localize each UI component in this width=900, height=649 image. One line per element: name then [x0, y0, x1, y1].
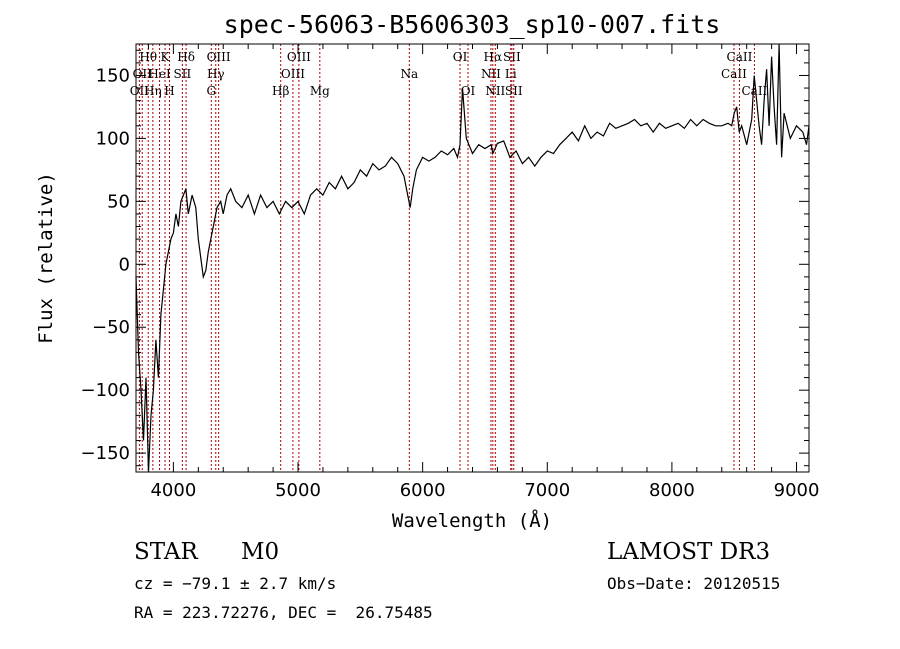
- x-tick-label-3: 7000: [524, 480, 570, 501]
- y-tick-label-3: 0: [119, 254, 130, 275]
- line-label-21: NII: [485, 84, 505, 98]
- spectrum-line-0: [135, 43, 810, 473]
- line-label-22: Li: [505, 67, 517, 81]
- line-label-0: OII: [130, 84, 150, 98]
- x-tick-label-4: 8000: [649, 480, 695, 501]
- line-label-27: CaII: [741, 84, 767, 98]
- object-subclass: M0: [241, 539, 280, 565]
- line-label-2: Hθ: [139, 50, 157, 64]
- line-label-1: OII: [133, 67, 153, 81]
- survey-name: LAMOST DR3: [607, 539, 771, 565]
- line-label-10: Hγ: [207, 67, 225, 81]
- y-tick-label-1: −100: [81, 380, 130, 401]
- y-tick-label-5: 100: [96, 128, 130, 149]
- line-label-13: OIII: [281, 67, 305, 81]
- line-label-14: OIII: [287, 50, 311, 64]
- line-label-26: CaII: [727, 50, 753, 64]
- object-class: STAR: [134, 539, 198, 565]
- line-label-23: SII: [503, 50, 521, 64]
- line-label-24: SII: [505, 84, 523, 98]
- line-label-6: H: [164, 84, 174, 98]
- line-label-20: Hα: [484, 50, 503, 64]
- axis-ticks: 4000 5000 6000 7000 8000 9000 −150 −100 −50 0 50 10…: [81, 44, 820, 501]
- line-label-15: Mg: [310, 84, 330, 98]
- line-label-16: Na: [400, 67, 418, 81]
- x-axis-label: Wavelength (Å): [392, 509, 552, 532]
- line-label-9: G: [206, 84, 216, 98]
- line-label-25: CaII: [721, 67, 747, 81]
- x-tick-label-2: 6000: [400, 480, 446, 501]
- spectrum-series: [135, 43, 810, 473]
- ra-dec-coordinates: RA = 223.72276, DEC = 26.75485: [134, 603, 433, 622]
- y-tick-label-0: −150: [81, 443, 130, 464]
- y-axis-label: Flux (relative): [35, 172, 57, 344]
- x-tick-label-1: 5000: [275, 480, 321, 501]
- line-label-4: HeI: [148, 67, 171, 81]
- line-label-11: OIII: [207, 50, 231, 64]
- y-tick-label-4: 50: [107, 191, 130, 212]
- line-label-18: OI: [461, 84, 476, 98]
- chart-title: spec-56063-B5606303_sp10-007.fits: [224, 10, 721, 39]
- x-tick-label-0: 4000: [150, 480, 196, 501]
- observation-date: Obs−Date: 20120515: [607, 574, 781, 593]
- x-tick-label-5: 9000: [774, 480, 820, 501]
- plot-frame: [135, 43, 810, 473]
- line-label-7: SII: [174, 67, 192, 81]
- spectral-line-markers: OIIOIIHθHηHeIKHSIIHδGHγOIIIHβOIIIOIIIMgN…: [130, 44, 768, 472]
- line-label-12: Hβ: [272, 84, 289, 98]
- line-label-17: OI: [453, 50, 468, 64]
- line-label-8: Hδ: [177, 50, 195, 64]
- line-label-5: K: [161, 50, 171, 64]
- y-tick-label-6: 150: [96, 65, 130, 86]
- line-label-19: NII: [481, 67, 501, 81]
- y-tick-label-2: −50: [92, 317, 130, 338]
- line-label-3: Hη: [144, 84, 162, 98]
- redshift-cz: cz = −79.1 ± 2.7 km/s: [134, 574, 337, 593]
